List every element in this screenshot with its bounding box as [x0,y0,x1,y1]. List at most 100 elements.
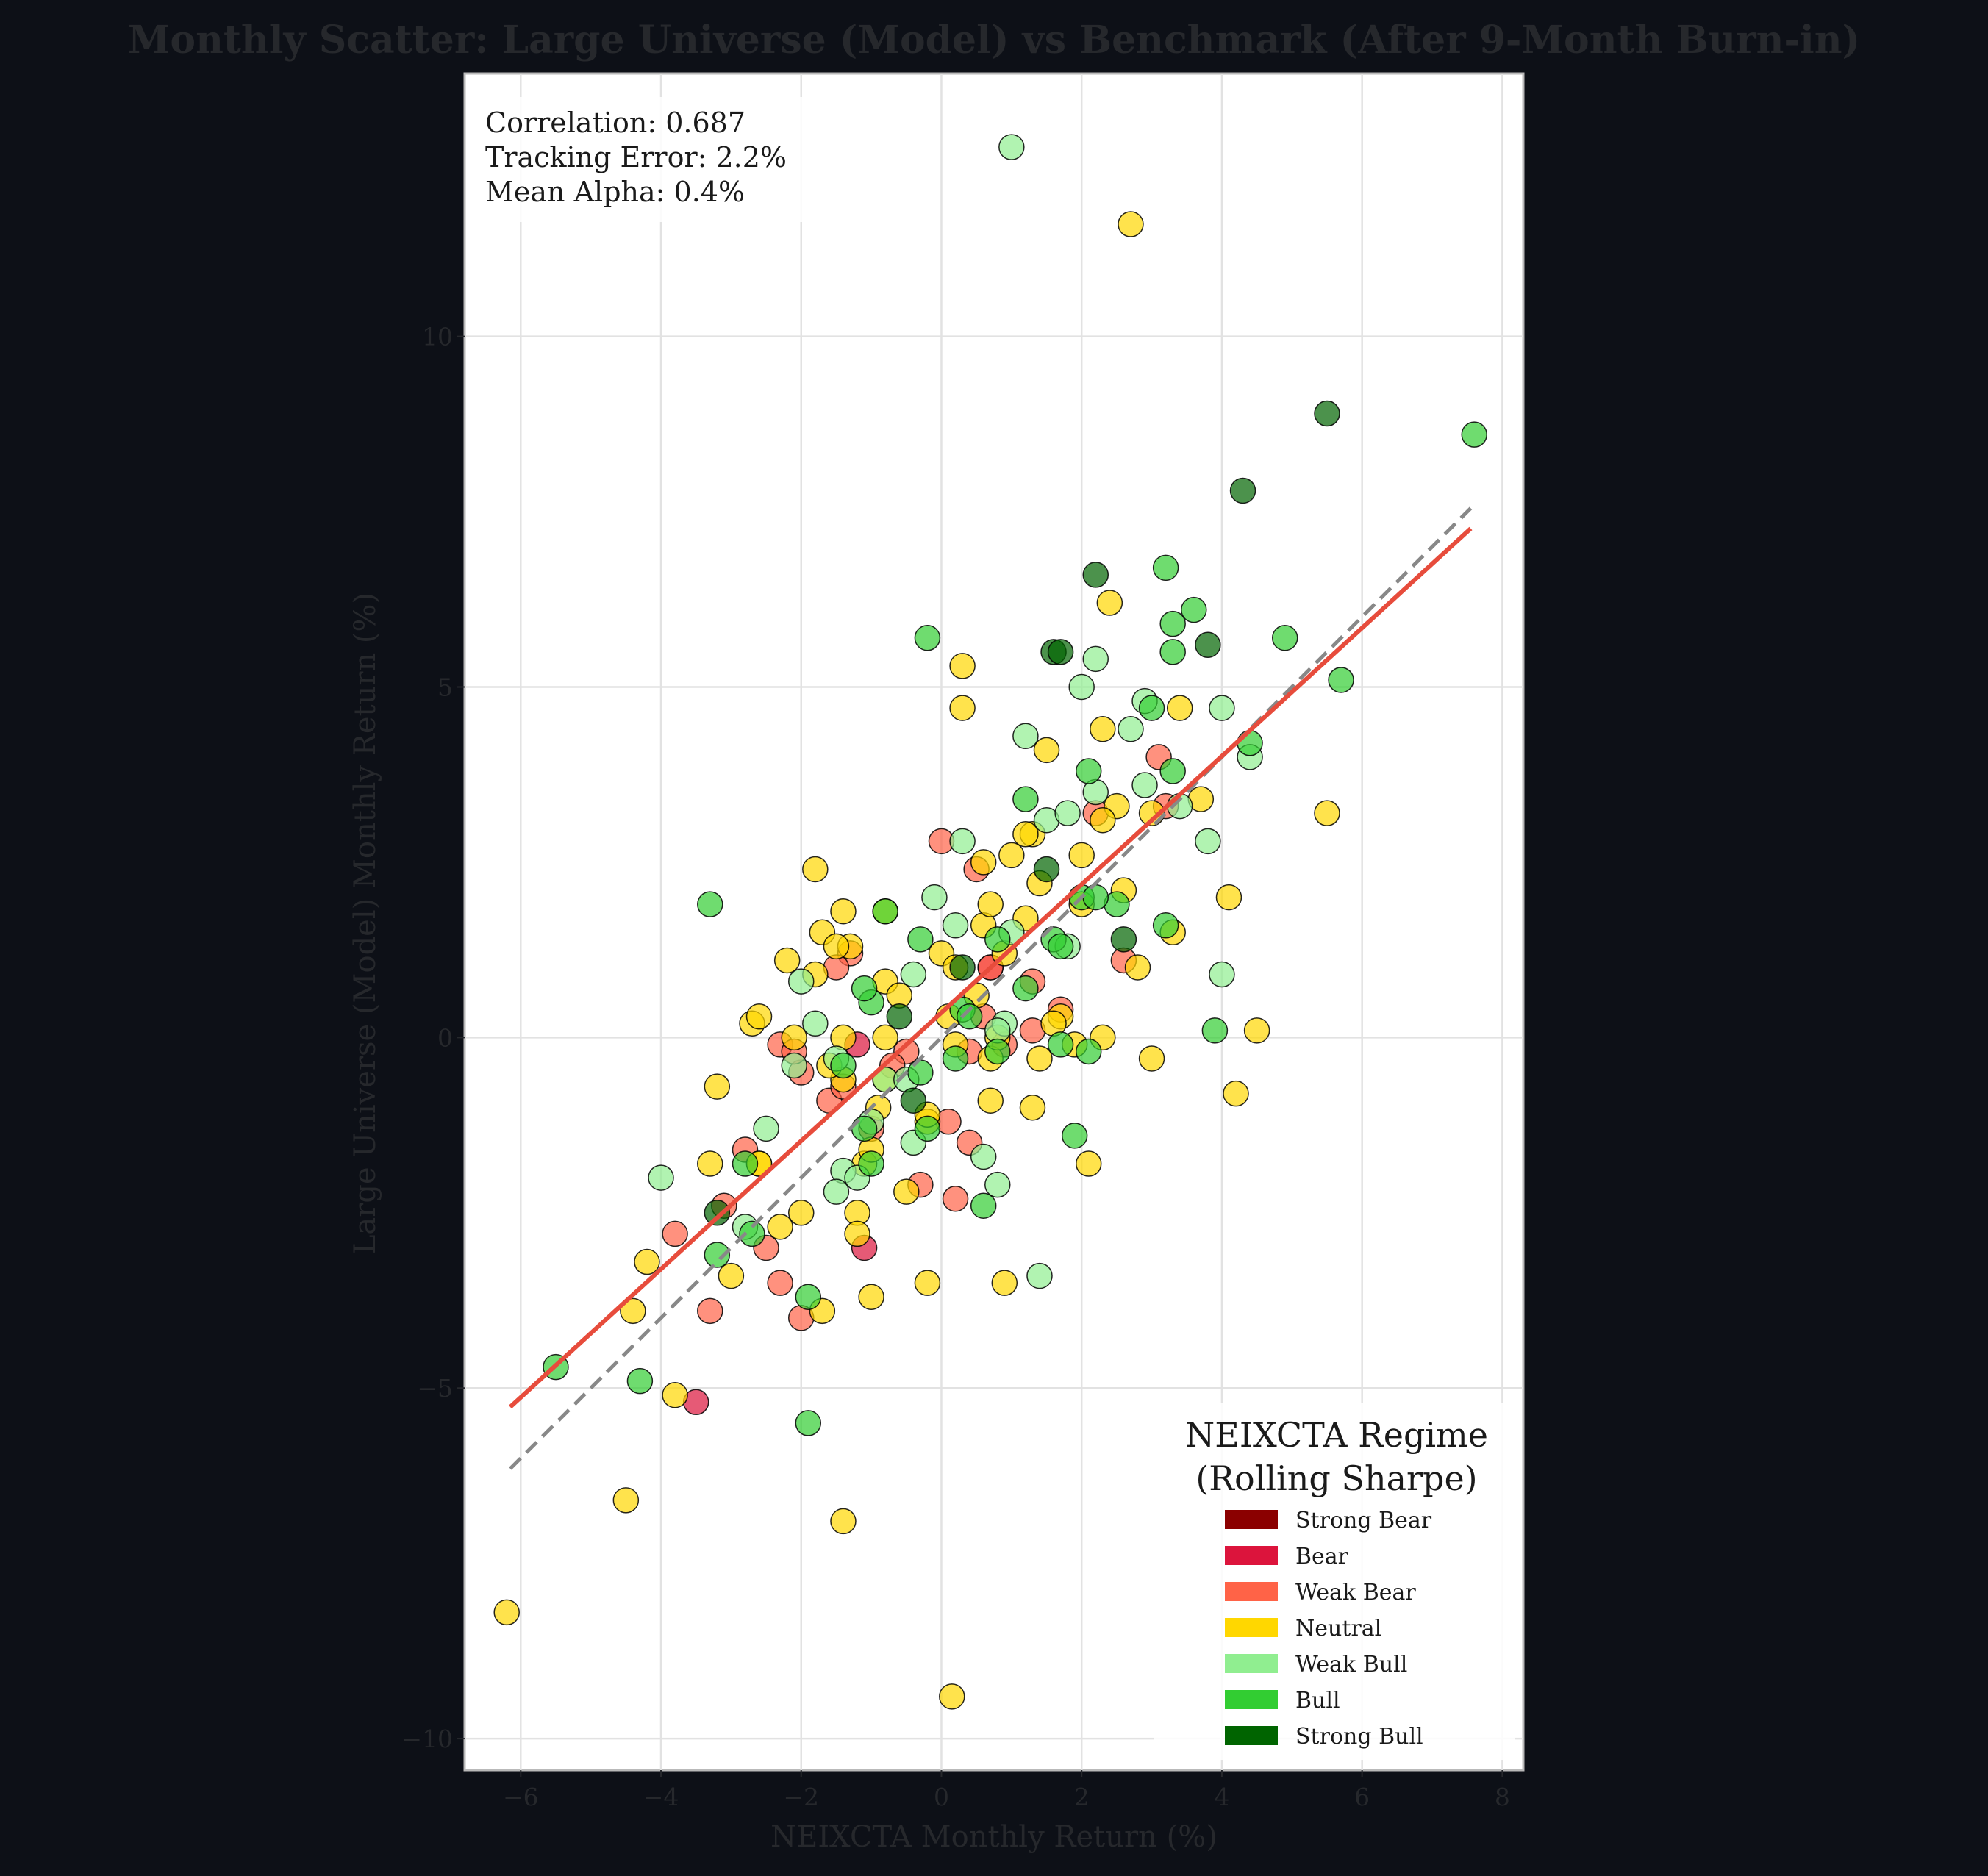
data-point-weak-bull [1082,645,1109,673]
data-point-neutral [662,1382,688,1408]
data-point-bull [914,624,941,651]
data-point-strong-bull [1110,926,1137,953]
data-point-bull [1012,786,1039,812]
data-point-bull [1237,730,1263,756]
data-point-neutral [872,1024,898,1051]
data-point-bull [1152,912,1179,939]
x-tick-label: 8 [1495,1783,1510,1811]
data-point-neutral [1118,211,1144,237]
x-tick-label: 0 [934,1783,949,1811]
data-point-bull [697,891,723,917]
data-point-neutral [970,849,997,876]
data-point-weak-bull [984,1171,1011,1198]
data-point-strong-bull [1229,477,1256,504]
data-point-bull [907,926,934,953]
data-point-weak-bull [802,1010,829,1037]
data-point-weak-bear [662,1220,688,1247]
data-point-bull [914,1115,941,1142]
legend-swatch-strong-bull [1225,1726,1278,1745]
x-tick-label: −6 [503,1783,539,1811]
x-axis-title: NEIXCTA Monthly Return (%) [770,1820,1218,1854]
regression-line [508,526,1473,1409]
data-point-neutral [787,1200,815,1226]
legend-swatch-neutral [1225,1618,1278,1637]
data-point-strong-bull [949,954,976,981]
tracking-error-stat: Tracking Error: 2.2% [485,141,787,173]
data-point-neutral [893,1178,920,1205]
legend-swatch-bull [1225,1690,1278,1709]
data-point-weak-bull [949,828,976,855]
data-point-neutral [1026,1045,1053,1072]
data-point-neutral [1124,954,1151,981]
data-point-neutral [1138,1045,1165,1072]
data-point-neutral [949,695,976,721]
data-point-weak-bear [697,1297,723,1325]
data-point-neutral [914,1270,941,1296]
data-point-weak-bull [823,1178,850,1205]
data-point-bull [858,1150,884,1177]
data-point-bull [970,1192,997,1220]
data-point-neutral [767,1214,793,1240]
data-point-neutral [1019,1094,1046,1121]
data-point-weak-bull [1012,723,1039,750]
data-point-neutral [1012,821,1039,848]
data-point-bull [795,1410,822,1436]
data-point-strong-bull [1047,639,1074,665]
data-point-bull [984,1038,1011,1065]
data-point-bull [1328,667,1354,693]
data-point-weak-bull [787,968,815,995]
data-point-weak-bull [1209,961,1235,988]
data-point-bull [1152,554,1179,581]
data-point-weak-bull [753,1115,779,1142]
data-point-weak-bull [998,134,1025,160]
data-point-neutral [844,1220,870,1247]
legend-label-strong-bear: Strong Bear [1295,1508,1432,1533]
data-point-weak-bull [921,884,948,911]
data-point-neutral [830,898,857,925]
data-point-bull [1075,758,1102,784]
legend-title-line-2: (Rolling Sharpe) [1195,1458,1477,1498]
data-point-weak-bull [1068,673,1095,701]
data-point-bull [732,1150,759,1177]
chart-title: Monthly Scatter: Large Universe (Model) … [128,18,1860,62]
data-point-weak-bull [1131,772,1158,798]
legend-swatch-bear [1225,1546,1278,1565]
legend-swatch-weak-bull [1225,1654,1278,1673]
data-point-neutral [773,947,801,974]
data-point-bull [1461,421,1487,448]
data-point-bull [956,1003,983,1030]
data-point-neutral [718,1262,745,1289]
data-point-neutral [1075,1150,1102,1177]
legend-label-weak-bear: Weak Bear [1295,1580,1416,1605]
data-point-bull [851,1115,878,1142]
data-point-bull [942,1045,969,1072]
data-point-neutral [620,1297,646,1325]
x-tick-label: 2 [1074,1783,1090,1811]
x-tick-label: 4 [1214,1783,1229,1811]
data-point-neutral [858,1284,884,1310]
data-point-neutral [998,842,1025,869]
legend-title-line-1: NEIXCTA Regime [1185,1415,1488,1455]
y-tick-label: −10 [401,1725,453,1753]
x-tick-label: 6 [1354,1783,1370,1811]
legend-label-bull: Bull [1295,1688,1340,1714]
data-point-bull [907,1059,934,1086]
y-axis-title: Large Universe (Model) Monthly Return (%… [348,592,382,1254]
data-point-weak-bull [1209,695,1235,721]
data-point-neutral [977,891,1004,917]
data-point-bull [626,1367,654,1395]
data-point-weak-bull [942,912,969,939]
data-point-neutral [802,856,829,883]
data-point-bull [704,1242,731,1268]
data-point-bull [795,1284,822,1310]
legend-background [1154,1403,1515,1760]
data-point-strong-bull [886,1003,913,1030]
data-point-neutral [830,1508,857,1535]
data-point-bull [1075,1038,1102,1065]
x-tick-labels: −6 −4 −2 0 2 4 6 8 [503,1770,1510,1811]
data-point-neutral [746,1003,773,1030]
data-point-neutral [1090,715,1116,742]
data-point-neutral [1166,695,1193,721]
data-point-weak-bull [900,961,927,988]
data-point-strong-bull [1195,631,1221,659]
